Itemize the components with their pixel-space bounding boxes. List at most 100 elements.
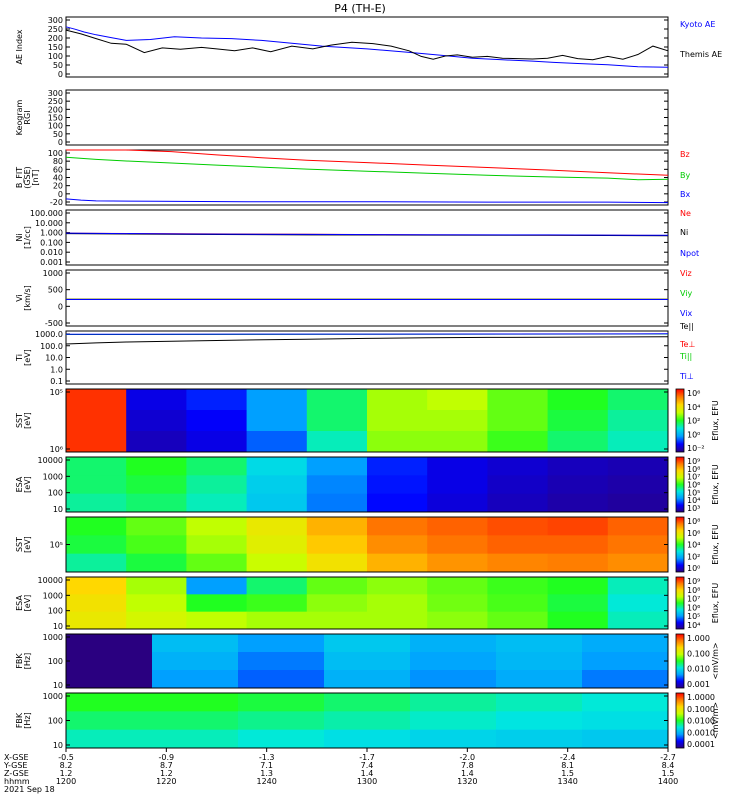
heatmap-cell bbox=[487, 475, 549, 495]
colorbar-tick-label: 10⁴ bbox=[687, 621, 700, 630]
heatmap-cell bbox=[607, 594, 669, 613]
heatmap-cell bbox=[66, 693, 153, 712]
panel-frame bbox=[65, 209, 669, 266]
y-axis-label: SST bbox=[15, 537, 24, 552]
y-tick-label: 100 bbox=[48, 657, 63, 666]
heatmap-cell bbox=[186, 457, 248, 476]
heatmap-cell bbox=[547, 410, 609, 432]
y-tick-label: 20 bbox=[53, 182, 63, 191]
heatmap-cell bbox=[547, 457, 609, 476]
heatmap-cell bbox=[66, 577, 127, 595]
heatmap-cell bbox=[66, 475, 127, 495]
heatmap-cell bbox=[607, 389, 669, 411]
footer-z-value: 1.2 bbox=[60, 769, 73, 778]
heatmap-cell bbox=[238, 693, 325, 712]
colorbar-tick-label: 10⁷ bbox=[687, 473, 700, 482]
heatmap-cell bbox=[152, 634, 239, 653]
heatmap-cell bbox=[186, 517, 248, 536]
heatmap-cell bbox=[66, 389, 127, 411]
y-tick-label: 0.1 bbox=[50, 377, 63, 386]
colorbar-tick-label: 10⁰ bbox=[687, 430, 700, 439]
heatmap-cell bbox=[246, 611, 308, 630]
colorbar-tick-label: 0.001 bbox=[687, 680, 710, 689]
footer-x-value: -2.4 bbox=[560, 753, 576, 762]
y-tick-label: 0.010 bbox=[40, 248, 63, 257]
heatmap-cell bbox=[126, 517, 187, 536]
colorbar-tick-label: 10³ bbox=[687, 504, 700, 513]
panel-frame bbox=[65, 576, 669, 630]
y-axis-label: [eV] bbox=[23, 536, 32, 553]
heatmap-cell bbox=[427, 594, 488, 613]
legend-entry: Ti|| bbox=[679, 352, 692, 361]
y-tick-label: 100 bbox=[48, 149, 63, 158]
series-line-Te|| bbox=[65, 336, 669, 345]
heatmap-cell bbox=[246, 493, 308, 513]
heatmap-cell bbox=[246, 389, 308, 411]
heatmap-cell bbox=[306, 410, 368, 432]
y-tick-label: 0 bbox=[58, 190, 63, 199]
heatmap-cell bbox=[126, 431, 187, 453]
heatmap-cell bbox=[496, 634, 583, 653]
heatmap-cell bbox=[427, 611, 488, 630]
heatmap-cell bbox=[238, 670, 325, 689]
series-line-Themis AE bbox=[65, 29, 669, 61]
legend-entry: Te⊥ bbox=[679, 340, 695, 349]
heatmap-cell bbox=[547, 577, 609, 595]
colorbar bbox=[675, 388, 685, 453]
panel-frame bbox=[65, 89, 669, 146]
footer-z-value: 1.3 bbox=[260, 769, 273, 778]
heatmap-cell bbox=[367, 577, 428, 595]
heatmap-cell bbox=[66, 594, 127, 613]
colorbar-tick-label: 10² bbox=[687, 417, 700, 426]
colorbar-tick-label: 0.100 bbox=[687, 649, 710, 658]
heatmap-cell bbox=[367, 389, 428, 411]
y-tick-label: 300 bbox=[48, 89, 63, 98]
y-axis-label: AE Index bbox=[15, 29, 24, 64]
footer-z-value: 1.2 bbox=[160, 769, 173, 778]
heatmap-cell bbox=[186, 577, 248, 595]
heatmap-cell bbox=[427, 493, 488, 513]
heatmap-cell bbox=[66, 457, 127, 476]
heatmap-cell bbox=[66, 517, 127, 536]
y-tick-label: 10 bbox=[53, 505, 63, 514]
heatmap-cell bbox=[367, 611, 428, 630]
y-tick-label: 10 bbox=[53, 741, 63, 750]
y-tick-label: 1.0 bbox=[50, 365, 63, 374]
heatmap-cell bbox=[246, 535, 308, 555]
panel-frame bbox=[65, 269, 669, 327]
heatmap-cell bbox=[126, 553, 187, 573]
heatmap-cell bbox=[246, 457, 308, 476]
y-tick-label: -500 bbox=[45, 319, 63, 328]
y-tick-label: 500 bbox=[48, 286, 63, 295]
panel-frame bbox=[65, 388, 669, 453]
heatmap-cell bbox=[367, 410, 428, 432]
heatmap-cell bbox=[152, 693, 239, 712]
legend-entry: Viy bbox=[680, 289, 693, 298]
heatmap-cell bbox=[496, 652, 583, 671]
series-line-By bbox=[65, 156, 669, 181]
heatmap-cell bbox=[427, 577, 488, 595]
y-tick-label: 50 bbox=[53, 61, 63, 70]
legend-entry: Vix bbox=[680, 309, 693, 318]
heatmap-cell bbox=[126, 493, 187, 513]
footer-row-label: 2021 Sep 18 bbox=[4, 785, 55, 794]
colorbar bbox=[675, 516, 685, 573]
colorbar-tick-label: 10⁹ bbox=[687, 577, 700, 586]
legend-entry: Ti⊥ bbox=[679, 372, 694, 381]
colorbar bbox=[675, 633, 685, 689]
y-tick-label: 100 bbox=[48, 607, 63, 616]
heatmap-cell bbox=[126, 611, 187, 630]
panel-10: 1000 100 10 FBK [Hz] 1.000 0.100 0.010 0.001<mV/… bbox=[15, 633, 720, 690]
heatmap-cell bbox=[306, 535, 368, 555]
heatmap-cell bbox=[427, 431, 488, 453]
y-tick-label: 1000 bbox=[43, 269, 63, 278]
y-tick-label: 200 bbox=[48, 34, 63, 43]
heatmap-cell bbox=[66, 652, 153, 671]
heatmap-cell bbox=[367, 594, 428, 613]
y-axis-label: [eV] bbox=[23, 349, 32, 366]
heatmap-cell bbox=[238, 652, 325, 671]
y-tick-label: 250 bbox=[48, 97, 63, 106]
heatmap-cell bbox=[306, 475, 368, 495]
